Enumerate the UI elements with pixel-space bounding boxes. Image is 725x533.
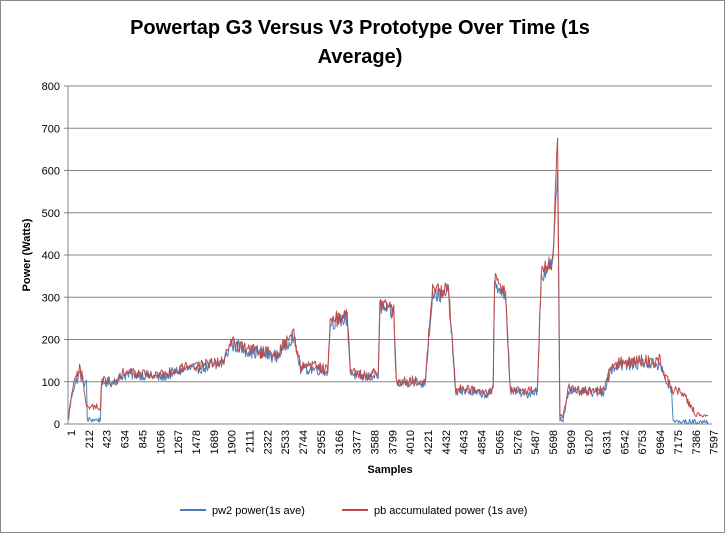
y-tick-label: 100 (42, 377, 60, 389)
x-tick-label: 6964 (655, 430, 667, 454)
x-tick-label: 3166 (334, 430, 346, 454)
x-tick-label: 7175 (673, 430, 685, 454)
x-tick-label: 5698 (548, 430, 560, 454)
x-tick-label: 212 (84, 430, 96, 448)
x-tick-label: 6331 (602, 430, 614, 454)
x-tick-label: 2111 (245, 430, 257, 453)
y-tick-label: 500 (42, 208, 60, 220)
x-tick-label: 5487 (530, 430, 542, 454)
x-tick-label: 2533 (280, 430, 292, 454)
legend-label-pw2: pw2 power(1s ave) (212, 505, 305, 517)
x-tick-label: 634 (120, 430, 132, 448)
chart-title-line-2: Average) (318, 46, 403, 68)
y-tick-label: 400 (42, 250, 60, 262)
y-axis-tick-labels: 0 100 200 300 400 500 600 700 800 (42, 81, 68, 431)
x-tick-label: 3377 (352, 430, 364, 454)
x-tick-label: 1 (66, 430, 78, 436)
y-tick-label: 200 (42, 335, 60, 347)
x-tick-label: 6542 (619, 430, 631, 454)
y-tick-label: 800 (42, 81, 60, 93)
x-axis-title: Samples (367, 464, 412, 476)
x-tick-label: 2955 (316, 430, 328, 454)
x-tick-label: 6753 (637, 430, 649, 454)
x-tick-label: 5065 (494, 430, 506, 454)
gridlines (68, 85, 712, 383)
x-axis-tick-labels: 1 212 423 634 845 1056 1267 1478 1689 1900 2111 232… (66, 430, 721, 454)
x-tick-label: 6120 (584, 430, 596, 454)
x-tick-label: 4643 (459, 430, 471, 454)
x-tick-label: 4854 (477, 430, 489, 454)
x-tick-label: 3799 (387, 430, 399, 454)
x-tick-label: 4010 (405, 430, 417, 454)
x-tick-label: 7597 (709, 430, 721, 454)
x-tick-label: 4432 (441, 430, 453, 454)
x-tick-label: 2322 (262, 430, 274, 454)
x-tick-label: 1267 (173, 430, 185, 454)
x-tick-label: 423 (102, 430, 114, 448)
x-tick-label: 1478 (191, 430, 203, 454)
x-tick-label: 3588 (369, 430, 381, 454)
chart-title-line-1: Powertap G3 Versus V3 Prototype Over Tim… (130, 17, 590, 39)
series-line-pb (67, 137, 709, 419)
series-lines (67, 137, 709, 425)
y-axis-title: Power (Watts) (21, 218, 33, 291)
legend: pw2 power(1s ave) pb accumulated power (… (180, 505, 527, 517)
legend-label-pb: pb accumulated power (1s ave) (374, 505, 527, 517)
y-tick-label: 700 (42, 123, 60, 135)
x-tick-label: 1689 (209, 430, 221, 454)
x-tick-label: 2744 (298, 430, 310, 454)
x-tick-label: 1056 (155, 430, 167, 454)
x-tick-label: 845 (137, 430, 149, 448)
y-tick-label: 0 (54, 419, 60, 431)
y-tick-label: 300 (42, 292, 60, 304)
x-tick-label: 4221 (423, 430, 435, 454)
x-tick-label: 1900 (227, 430, 239, 454)
y-tick-label: 600 (42, 166, 60, 178)
x-tick-label: 7386 (691, 430, 703, 454)
x-tick-label: 5909 (566, 430, 578, 454)
x-tick-label: 5276 (512, 430, 524, 454)
